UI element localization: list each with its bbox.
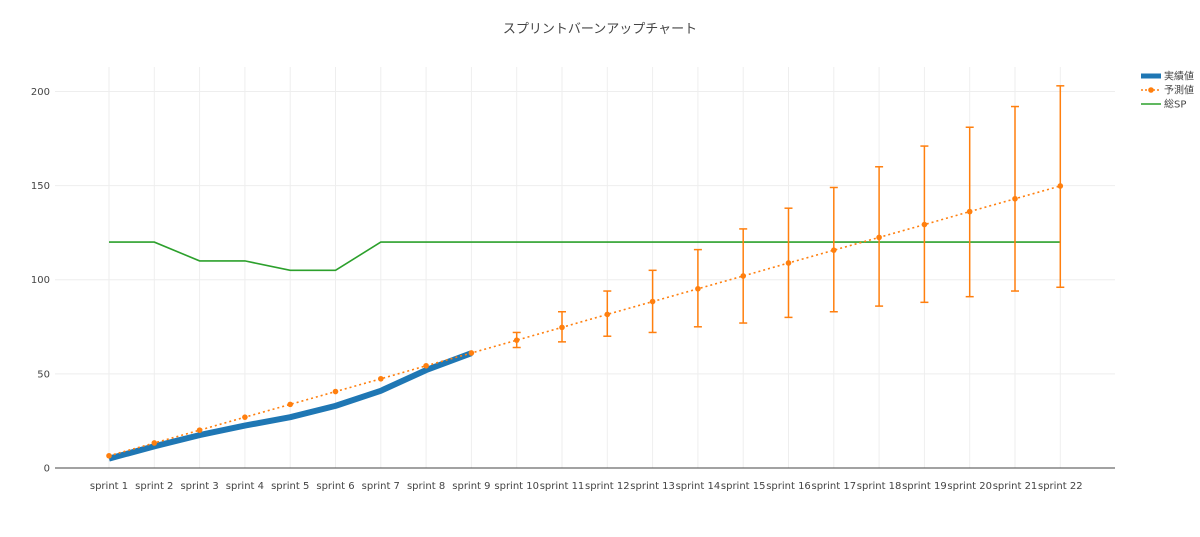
forecast-point bbox=[468, 350, 475, 356]
forecast-point bbox=[196, 427, 203, 433]
legend-label: 総SP bbox=[1164, 98, 1186, 111]
forecast-point bbox=[559, 324, 565, 331]
forecast-point bbox=[604, 311, 611, 318]
x-tick-label: sprint 20 bbox=[947, 481, 992, 492]
forecast-point bbox=[1012, 195, 1018, 202]
forecast-point bbox=[921, 221, 928, 228]
legend-item[interactable]: 実績値 bbox=[1141, 70, 1194, 83]
y-tick-label: 150 bbox=[31, 181, 50, 192]
forecast-point bbox=[740, 273, 746, 279]
y-tick-label: 100 bbox=[31, 275, 50, 286]
forecast-point bbox=[106, 452, 112, 459]
forecast-point bbox=[831, 247, 837, 253]
y-tick-label: 50 bbox=[37, 369, 50, 380]
x-tick-label: sprint 1 bbox=[90, 481, 128, 492]
y-tick-label: 200 bbox=[31, 87, 50, 98]
forecast-point bbox=[785, 260, 792, 266]
x-tick-label: sprint 16 bbox=[766, 481, 811, 492]
x-tick-label: sprint 10 bbox=[494, 481, 539, 492]
legend-label: 予測値 bbox=[1164, 84, 1194, 97]
x-tick-label: sprint 7 bbox=[362, 481, 400, 492]
forecast-line bbox=[108, 185, 1061, 457]
forecast-point bbox=[1057, 183, 1064, 189]
forecast-point bbox=[287, 401, 294, 408]
legend-label: 実績値 bbox=[1164, 70, 1194, 83]
actual-line bbox=[108, 350, 473, 462]
forecast-point bbox=[378, 375, 384, 382]
legend-item[interactable]: 総SP bbox=[1141, 98, 1186, 111]
forecast-point bbox=[876, 234, 882, 241]
forecast-point bbox=[423, 362, 429, 369]
x-tick-label: sprint 11 bbox=[540, 481, 585, 492]
total-sp-line bbox=[109, 241, 1061, 272]
y-tick-label: 0 bbox=[44, 464, 50, 475]
x-tick-label: sprint 12 bbox=[585, 481, 630, 492]
forecast-point bbox=[966, 208, 973, 215]
x-tick-label: sprint 21 bbox=[993, 481, 1038, 492]
x-tick-label: sprint 6 bbox=[316, 481, 354, 492]
x-tick-label: sprint 13 bbox=[630, 481, 675, 492]
legend-marker-forecast bbox=[1148, 87, 1154, 93]
legend-item[interactable]: 予測値 bbox=[1141, 84, 1194, 97]
axes: 0 50 100 150 200 sprint 1 sprint 2 sprint 3 spri… bbox=[31, 87, 1115, 492]
forecast-point bbox=[242, 414, 248, 420]
grid bbox=[55, 67, 1115, 468]
x-tick-label: sprint 22 bbox=[1038, 481, 1083, 492]
chart-title: スプリントバーンアップチャート bbox=[503, 22, 697, 37]
x-tick-label: sprint 15 bbox=[721, 481, 766, 492]
x-tick-label: sprint 3 bbox=[180, 481, 218, 492]
x-tick-label: sprint 2 bbox=[135, 481, 173, 492]
series-layer bbox=[106, 85, 1065, 462]
x-tick-label: sprint 9 bbox=[452, 481, 490, 492]
forecast-point bbox=[332, 388, 339, 395]
x-tick-label: sprint 5 bbox=[271, 481, 309, 492]
x-tick-label: sprint 4 bbox=[226, 481, 264, 492]
x-tick-label: sprint 8 bbox=[407, 481, 445, 492]
forecast-point bbox=[513, 337, 520, 343]
x-tick-label: sprint 19 bbox=[902, 481, 947, 492]
forecast-point bbox=[151, 440, 158, 446]
x-tick-label: sprint 18 bbox=[857, 481, 902, 492]
x-tick-label: sprint 17 bbox=[811, 481, 856, 492]
forecast-point bbox=[695, 285, 701, 292]
x-tick-label: sprint 14 bbox=[676, 481, 721, 492]
forecast-point bbox=[649, 298, 656, 305]
